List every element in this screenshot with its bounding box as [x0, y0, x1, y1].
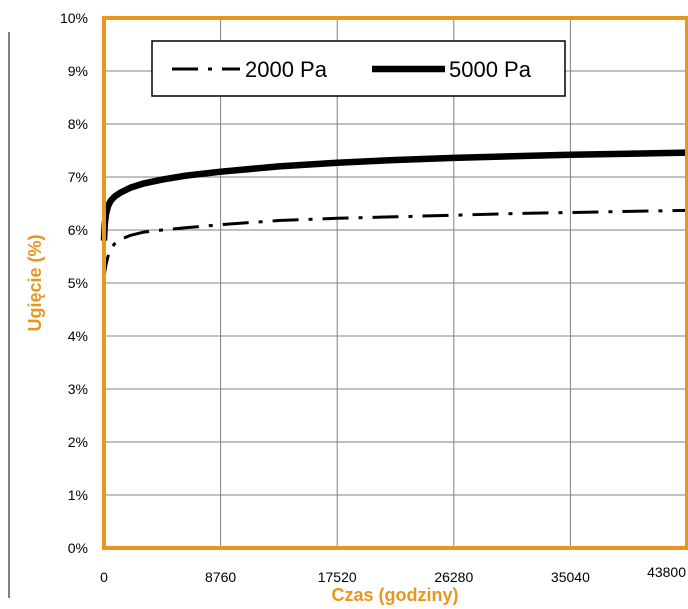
- y-tick-label: 6%: [68, 222, 88, 238]
- legend-label-5000pa: 5000 Pa: [449, 57, 532, 82]
- series-layer: [100, 149, 688, 281]
- y-tick-label: 3%: [68, 381, 88, 397]
- x-tick-label: 17520: [318, 569, 357, 585]
- x-tick-label: 8760: [205, 569, 236, 585]
- y-tick-labels: 0% 1% 2% 3% 4% 5% 6% 7% 8% 9% 10%: [60, 10, 88, 556]
- y-tick-label: 10%: [60, 10, 88, 26]
- grid-layer: [104, 18, 687, 548]
- y-axis-title: Ugięcie (%): [25, 234, 45, 331]
- legend: 2000 Pa 5000 Pa: [151, 40, 566, 97]
- y-tick-label: 5%: [68, 275, 88, 291]
- x-tick-labels: 0 8760 17520 26280 35040 43800: [100, 564, 686, 585]
- legend-label-2000pa: 2000 Pa: [245, 57, 328, 82]
- y-tick-label: 4%: [68, 328, 88, 344]
- y-tick-label: 7%: [68, 169, 88, 185]
- series-line-5000pa: [100, 149, 688, 241]
- series-line-2000pa: [102, 208, 688, 281]
- x-tick-label: 26280: [434, 569, 473, 585]
- y-tick-label: 2%: [68, 434, 88, 450]
- x-tick-label: 35040: [551, 569, 590, 585]
- y-tick-label: 1%: [68, 487, 88, 503]
- legend-box: [151, 40, 566, 97]
- x-tick-label: 43800: [647, 564, 686, 580]
- x-axis-title: Czas (godziny): [331, 585, 458, 605]
- y-tick-label: 8%: [68, 116, 88, 132]
- y-tick-label: 9%: [68, 63, 88, 79]
- x-tick-label: 0: [100, 569, 108, 585]
- plot-frame: [102, 16, 688, 550]
- y-tick-label: 0%: [68, 540, 88, 556]
